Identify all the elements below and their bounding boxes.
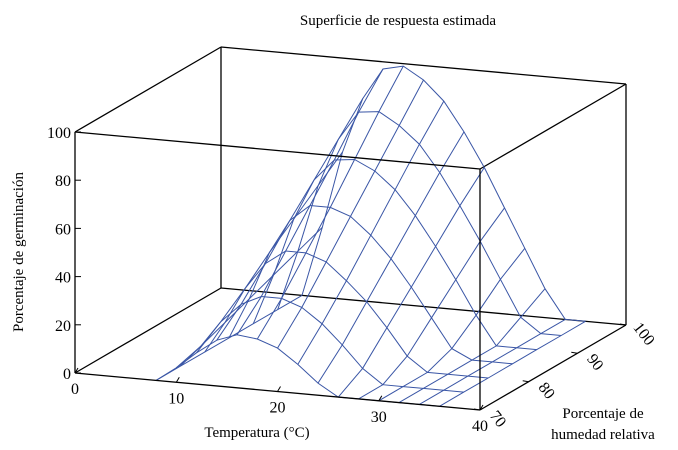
z-tick-label: 60 (55, 221, 71, 238)
x-tick-mark (378, 395, 383, 402)
y-axis-label-line1: Porcentaje de (562, 406, 644, 422)
x-tick-mark (479, 404, 484, 411)
surface-line-temperature (277, 79, 424, 349)
box-edge (74, 287, 222, 374)
x-tick-mark (74, 367, 79, 374)
surface-line-humidity (277, 111, 562, 336)
box-front-edges (74, 131, 627, 411)
x-tick-label: 20 (270, 400, 286, 417)
y-tick-mark (619, 323, 627, 326)
x-tick-label: 30 (371, 409, 387, 426)
surface-line-temperature (358, 207, 505, 400)
x-axis-label: Temperatura (°C) (204, 425, 309, 441)
chart-title: Superficie de respuesta estimada (300, 13, 497, 29)
z-tick-label: 0 (63, 366, 71, 383)
surface-line-temperature (236, 68, 384, 336)
y-tick-label: 100 (629, 320, 657, 349)
y-tick-mark (571, 351, 578, 354)
box-edge (74, 131, 481, 170)
z-tick-label: 80 (55, 173, 71, 190)
y-tick-label: 80 (535, 379, 558, 402)
surface-line-temperature (297, 100, 445, 365)
box-back-edges (74, 46, 627, 374)
x-tick-label: 10 (168, 390, 184, 407)
y-tick-label: 70 (486, 408, 509, 431)
box-edge (74, 46, 222, 133)
box-edge (220, 46, 627, 85)
surface-line-humidity (155, 334, 440, 407)
surface-line-humidity (204, 250, 489, 379)
y-tick-label: 90 (583, 351, 606, 374)
x-tick-label: 40 (472, 418, 488, 435)
box-edge (479, 324, 627, 411)
y-axis-label-line2: humedad relativa (551, 427, 655, 443)
z-axis-label: Porcentaje de germinación (11, 172, 27, 332)
y-tick-mark (473, 408, 481, 411)
z-tick-label: 40 (55, 270, 71, 287)
x-tick-mark (277, 386, 281, 392)
box-edge (479, 83, 627, 170)
y-tick-mark (522, 380, 529, 383)
surface-line-temperature (378, 247, 526, 402)
surface-line-humidity (228, 204, 513, 365)
surface-line-temperature (337, 167, 485, 398)
surface-line-temperature (216, 98, 364, 341)
x-tick-mark (175, 377, 180, 383)
surface-line-humidity (179, 295, 464, 393)
z-tick-label: 100 (47, 125, 71, 142)
surface-line-humidity (301, 65, 586, 322)
z-tick-label: 20 (55, 318, 71, 335)
x-tick-label: 0 (71, 381, 79, 398)
surface-line-humidity (252, 158, 537, 351)
